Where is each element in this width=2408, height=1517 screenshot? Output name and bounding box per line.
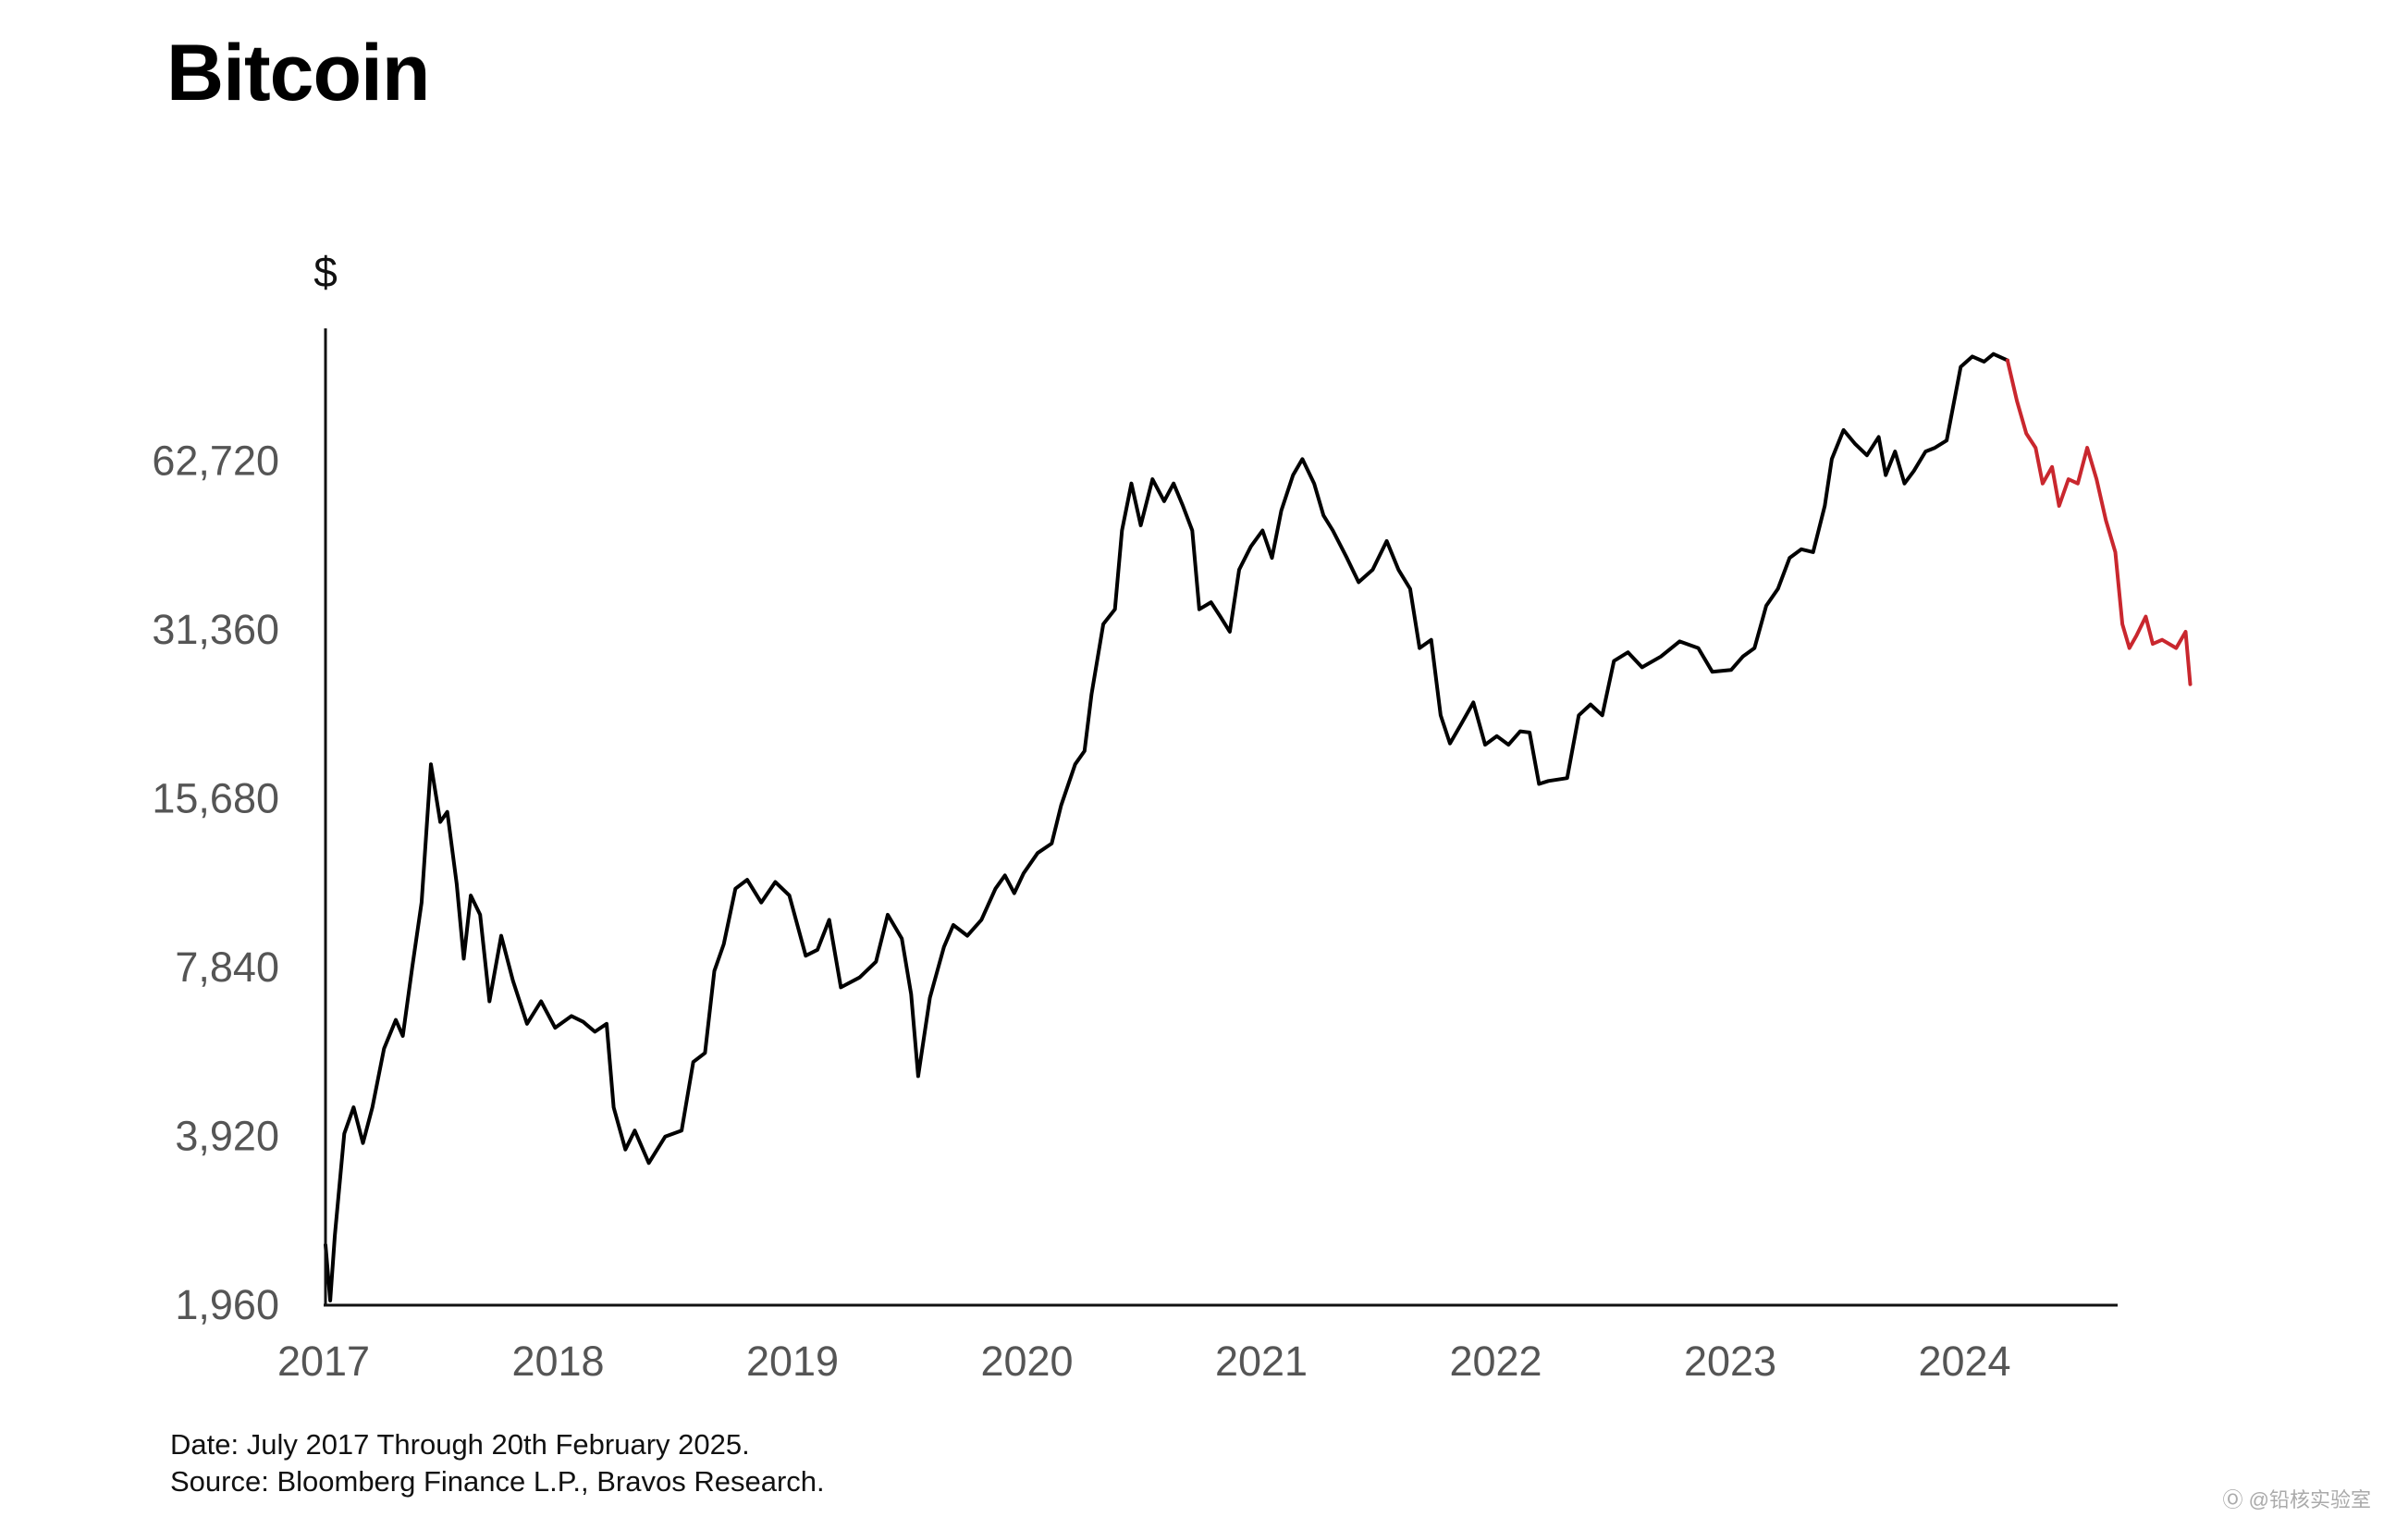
y-tick-label: 1,960: [175, 1281, 279, 1328]
x-tick-label: 2017: [277, 1338, 370, 1385]
y-tick-labels: 1,960 3,920 7,840 15,680 31,360 62,720: [152, 438, 279, 1329]
y-tick-label: 31,360: [152, 606, 279, 653]
price-line-historical: [324, 352, 2009, 1302]
x-tick-label: 2020: [980, 1338, 1073, 1385]
price-line-projected: [2005, 358, 2193, 686]
x-tick-label: 2022: [1449, 1338, 1542, 1385]
x-tick-label: 2021: [1215, 1338, 1308, 1385]
y-tick-label: 7,840: [175, 944, 279, 991]
footnote-date: Date: July 2017 Through 20th February 20…: [170, 1428, 750, 1461]
x-tick-label: 2018: [511, 1338, 604, 1385]
x-tick-label: 2024: [1918, 1338, 2010, 1385]
series-layer: [324, 352, 2193, 1302]
x-tick-label: 2019: [746, 1338, 839, 1385]
y-tick-label: 62,720: [152, 438, 279, 485]
footnote-source: Source: Bloomberg Finance L.P., Bravos R…: [170, 1465, 825, 1498]
chart-title: Bitcoin: [166, 29, 430, 117]
y-tick-label: 15,680: [152, 775, 279, 822]
x-tick-label: 2023: [1684, 1338, 1776, 1385]
x-tick-labels: 2017 2018 2019 2020 2021 2022 2023 2024: [277, 1338, 2011, 1385]
y-axis-unit-label: $: [313, 248, 338, 296]
watermark: Ⓞ @铅核实验室: [2222, 1488, 2371, 1511]
y-tick-label: 3,920: [175, 1113, 279, 1160]
